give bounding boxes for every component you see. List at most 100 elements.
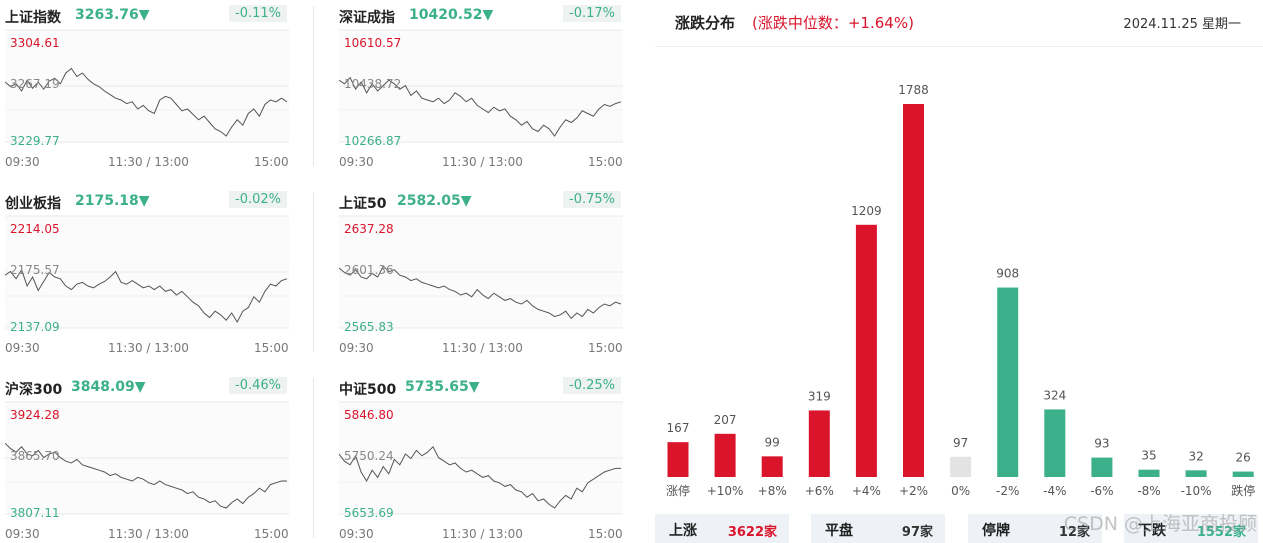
low-label: 3229.77	[10, 134, 60, 148]
index-panel-hs300[interactable]: 沪深300 3848.09▼ -0.46% 3924.28 3865.70 38…	[5, 372, 295, 543]
distribution-bar[interactable]	[855, 224, 877, 477]
index-panel-sz50[interactable]: 上证50 2582.05▼ -0.75% 2637.28 2601.36 256…	[339, 186, 629, 364]
bar-value-label: 93	[1094, 437, 1109, 451]
index-value: 2175.18▼	[75, 193, 150, 209]
bar-value-label: 1209	[851, 204, 882, 218]
low-label: 10266.87	[344, 134, 402, 148]
category-label: +10%	[707, 484, 744, 498]
category-label: -6%	[1090, 484, 1113, 498]
intraday-chart	[339, 215, 623, 329]
time-mid: 11:30 / 13:00	[442, 155, 523, 169]
time-start: 09:30	[339, 527, 374, 541]
category-label: 跌停	[1231, 483, 1255, 498]
time-start: 09:30	[339, 155, 374, 169]
distribution-bar[interactable]	[761, 456, 783, 477]
index-panel-sz[interactable]: 深证成指 10420.52▼ -0.17% 10610.57 10438.72 …	[339, 0, 629, 178]
index-name: 上证50	[339, 196, 387, 212]
mid-label: 3865.70	[10, 449, 60, 463]
distribution-bar-chart: 167 涨停 207 +10% 99 +8% 319 +6% 1209 +4% 1788 +2% 97 0…	[666, 83, 1255, 498]
bar-value-label: 32	[1188, 449, 1203, 463]
distribution-bar[interactable]	[1232, 471, 1254, 477]
bar-value-label: 908	[996, 267, 1019, 281]
category-label: +8%	[758, 484, 787, 498]
summary-value: 12家	[1058, 525, 1090, 540]
index-change: -0.02%	[229, 191, 287, 208]
high-label: 2637.28	[344, 222, 394, 236]
index-value: 2582.05▼	[397, 193, 472, 209]
distribution-bar[interactable]	[667, 442, 689, 477]
distribution-bar[interactable]	[997, 287, 1019, 477]
category-label: -2%	[996, 484, 1019, 498]
header-divider	[655, 46, 1263, 47]
distribution-bar[interactable]	[950, 456, 972, 477]
mid-label: 2175.57	[10, 263, 60, 277]
high-label: 5846.80	[344, 408, 394, 422]
time-start: 09:30	[5, 527, 40, 541]
index-price-line	[339, 265, 622, 320]
distribution-bar[interactable]	[903, 104, 924, 477]
category-label: +6%	[805, 484, 834, 498]
bar-value-label: 97	[953, 436, 968, 450]
intraday-chart	[339, 401, 623, 515]
index-name: 中证500	[339, 382, 397, 398]
watermark: CSDN @上海亚商投顾	[1063, 513, 1257, 535]
index-change: -0.46%	[229, 377, 287, 394]
high-label: 3924.28	[10, 408, 60, 422]
panel-header: 沪深300 3848.09▼ -0.46%	[5, 372, 295, 398]
bar-value-label: 319	[808, 389, 831, 403]
distribution-bar[interactable]	[808, 410, 830, 477]
high-label: 2214.05	[10, 222, 60, 236]
time-mid: 11:30 / 13:00	[108, 527, 189, 541]
index-value: 3263.76▼	[75, 7, 150, 23]
index-change: -0.11%	[229, 5, 287, 22]
distribution-title: 涨跌分布	[675, 14, 736, 32]
divider	[313, 378, 314, 538]
category-label: -4%	[1043, 484, 1066, 498]
distribution-bar[interactable]	[1138, 469, 1160, 477]
summary-label: 停牌	[982, 523, 1010, 539]
category-label: +4%	[852, 484, 881, 498]
index-panel-sh[interactable]: 上证指数 3263.76▼ -0.11% 3304.61 3267.19 322…	[5, 0, 295, 178]
index-panel-cyb[interactable]: 创业板指 2175.18▼ -0.02% 2214.05 2175.57 213…	[5, 186, 295, 364]
index-change: -0.75%	[563, 191, 621, 208]
divider	[313, 192, 314, 352]
high-label: 10610.57	[344, 36, 402, 50]
bar-value-label: 207	[714, 413, 737, 427]
low-label: 2137.09	[10, 320, 60, 334]
distribution-bar[interactable]	[1185, 470, 1207, 477]
distribution-bar[interactable]	[714, 433, 736, 477]
time-start: 09:30	[5, 341, 40, 355]
low-label: 3807.11	[10, 506, 60, 520]
distribution-subtitle: (涨跌中位数：+1.64%)	[752, 14, 914, 32]
mid-label: 2601.36	[344, 263, 394, 277]
time-mid: 11:30 / 13:00	[442, 341, 523, 355]
high-label: 3304.61	[10, 36, 60, 50]
category-label: 0%	[951, 484, 970, 498]
summary-label: 上涨	[669, 523, 697, 539]
time-start: 09:30	[339, 341, 374, 355]
mid-label: 10438.72	[344, 77, 402, 91]
time-end: 15:00	[588, 527, 623, 541]
index-panel-zz500[interactable]: 中证500 5735.65▼ -0.25% 5846.80 5750.24 56…	[339, 372, 629, 543]
bar-value-label: 1788	[898, 83, 929, 97]
time-end: 15:00	[254, 527, 289, 541]
summary-label: 下跌	[1138, 523, 1166, 539]
panel-header: 中证500 5735.65▼ -0.25%	[339, 372, 629, 398]
summary-value: 1552家	[1196, 525, 1246, 540]
summary-flat: 平盘 97家	[811, 514, 945, 543]
summary-value: 3622家	[727, 525, 777, 540]
low-label: 2565.83	[344, 320, 394, 334]
category-label: +2%	[899, 484, 928, 498]
index-name: 沪深300	[5, 382, 63, 398]
summary-down: 下跌 1552家	[1124, 514, 1258, 543]
category-label: 涨停	[666, 483, 690, 498]
index-name: 深证成指	[339, 10, 395, 26]
time-end: 15:00	[588, 155, 623, 169]
bar-value-label: 99	[765, 435, 780, 449]
divider	[313, 6, 314, 166]
distribution-bar[interactable]	[1044, 409, 1066, 477]
distribution-bar[interactable]	[1091, 457, 1113, 477]
time-mid: 11:30 / 13:00	[442, 527, 523, 541]
intraday-chart	[5, 215, 289, 329]
